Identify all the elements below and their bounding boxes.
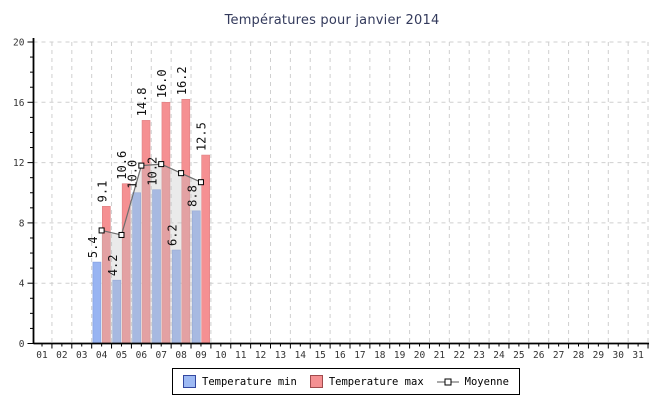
x-tick-label: 20 (414, 350, 426, 361)
x-tick-label: 18 (374, 350, 386, 361)
x-tick-label: 05 (116, 350, 127, 361)
y-tick-label: 0 (19, 339, 25, 350)
x-tick-label: 14 (295, 350, 307, 361)
legend-label-moyenne: Moyenne (464, 375, 509, 388)
x-tick-label: 25 (513, 350, 524, 361)
y-tick-label: 20 (13, 38, 25, 49)
x-tick-label: 15 (314, 350, 325, 361)
x-tick-label: 28 (573, 350, 585, 361)
x-tick-label: 09 (195, 350, 207, 361)
legend: Temperature min Temperature max Moyenne (172, 368, 520, 395)
bar-temp-min-day-04 (92, 261, 102, 344)
value-label-min-day-06: 10.0 (126, 160, 140, 189)
x-tick-label: 26 (533, 350, 545, 361)
moyenne-area (101, 164, 201, 344)
x-tick-label: 27 (553, 350, 564, 361)
x-tick-label: 21 (434, 350, 446, 361)
value-label-min-day-09: 8.8 (185, 185, 199, 207)
moyenne-marker-icon (436, 378, 459, 385)
x-tick-label: 08 (175, 350, 187, 361)
x-tick-label: 07 (155, 350, 166, 361)
legend-item-temp-min: Temperature min (183, 375, 297, 388)
legend-label-temp-min: Temperature min (202, 375, 297, 388)
legend-label-temp-max: Temperature max (328, 375, 424, 388)
y-tick-label: 4 (19, 279, 25, 290)
chart-title: Températures pour janvier 2014 (224, 13, 440, 28)
x-tick-label: 04 (96, 350, 108, 361)
x-tick-label: 10 (215, 350, 227, 361)
value-label-min-day-05: 4.2 (106, 254, 120, 276)
legend-item-moyenne: Moyenne (436, 375, 509, 388)
moyenne-marker-day-08 (178, 170, 185, 177)
temp-min-swatch-icon (183, 375, 196, 388)
x-tick-label: 16 (334, 350, 346, 361)
x-tick-label: 11 (235, 350, 247, 361)
x-tick-label: 02 (56, 350, 67, 361)
x-tick-label: 01 (36, 350, 48, 361)
moyenne-marker-day-04 (98, 227, 105, 234)
x-tick-label: 19 (394, 350, 406, 361)
x-tick-label: 17 (354, 350, 365, 361)
x-tick-label: 06 (136, 350, 148, 361)
moyenne-line (101, 163, 202, 236)
moyenne-marker-day-07 (158, 161, 165, 168)
value-label-max-day-08: 16.2 (175, 66, 189, 95)
moyenne-marker-day-05 (118, 231, 125, 238)
y-tick-label: 16 (13, 98, 25, 109)
value-label-max-day-07: 16.0 (155, 69, 169, 98)
legend-item-temp-max: Temperature max (309, 375, 424, 388)
x-tick-label: 30 (613, 350, 625, 361)
y-tick-label: 8 (19, 218, 25, 229)
x-tick-label: 22 (454, 350, 465, 361)
x-tick-label: 29 (593, 350, 605, 361)
x-tick-label: 24 (493, 350, 505, 361)
value-label-max-day-05: 10.6 (115, 151, 129, 180)
value-label-min-day-07: 10.2 (146, 157, 160, 186)
moyenne-marker-day-09 (197, 179, 204, 186)
x-tick-label: 12 (255, 350, 266, 361)
x-tick-label: 31 (632, 350, 644, 361)
x-tick-label: 03 (76, 350, 87, 361)
value-label-max-day-09: 12.5 (195, 122, 209, 151)
value-label-min-day-08: 6.2 (165, 224, 179, 246)
y-tick-label: 12 (13, 158, 24, 169)
value-label-min-day-04: 5.4 (86, 236, 100, 258)
moyenne-marker-day-06 (138, 162, 145, 169)
x-tick-label: 13 (275, 350, 286, 361)
x-tick-label: 23 (473, 350, 484, 361)
value-label-max-day-06: 14.8 (135, 87, 149, 116)
temp-max-swatch-icon (309, 375, 323, 388)
value-label-max-day-04: 9.1 (95, 181, 109, 203)
